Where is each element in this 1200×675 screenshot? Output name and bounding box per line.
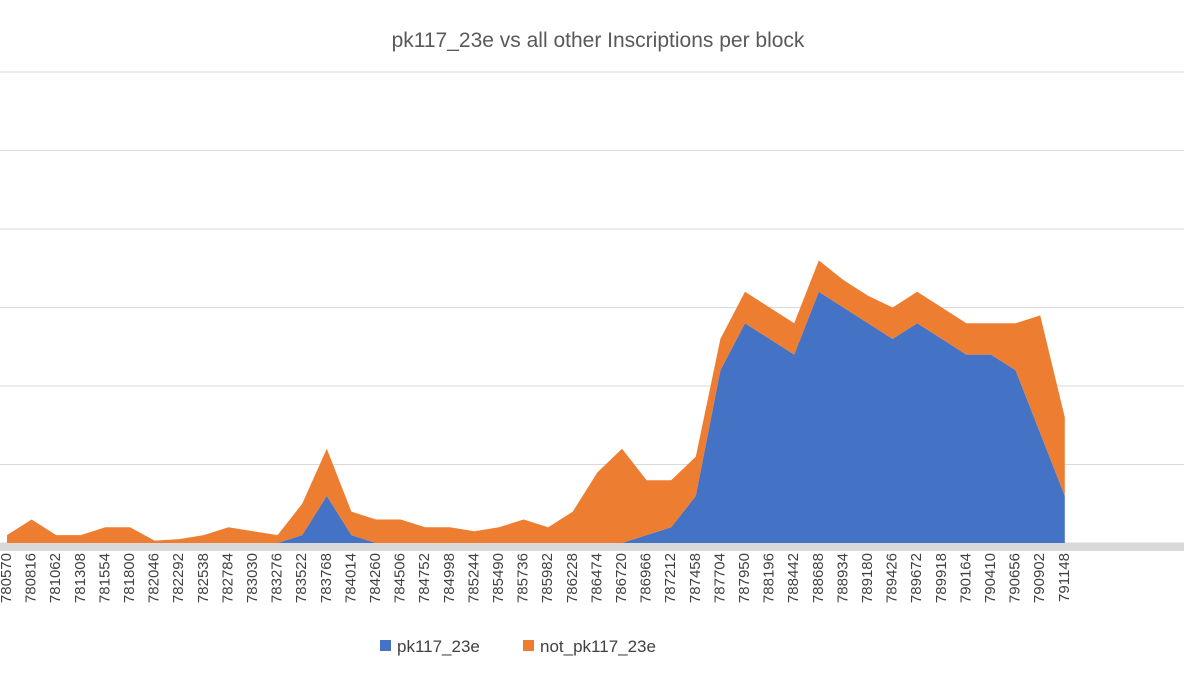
x-tick-label: 790656	[1007, 553, 1024, 603]
x-tick-label: 789426	[884, 553, 901, 603]
x-tick-label: 782538	[195, 553, 212, 603]
plot-area	[7, 260, 1065, 543]
x-axis: 780570 780816 781062 781308 781554 781800 7820…	[0, 553, 1073, 603]
x-tick-label: 780570	[0, 553, 15, 603]
x-tick-label: 784998	[441, 553, 458, 603]
chart-title: pk117_23e vs all other Inscriptions per …	[392, 29, 805, 52]
x-tick-label: 786720	[613, 553, 630, 603]
x-tick-label: 783768	[318, 553, 335, 603]
x-tick-label: 791148	[1056, 553, 1073, 602]
x-tick-label: 787458	[687, 553, 704, 603]
x-tick-label: 782292	[170, 553, 187, 603]
legend-label-not-pk117-23e: not_pk117_23e	[540, 637, 656, 656]
x-tick-label: 781800	[121, 553, 138, 603]
x-tick-label: 787212	[662, 553, 679, 603]
grid	[0, 71, 1184, 544]
x-tick-label: 784260	[367, 553, 384, 603]
x-tick-label: 786966	[638, 553, 655, 603]
x-tick-label: 789180	[859, 553, 876, 603]
x-tick-label: 783276	[269, 553, 286, 603]
series-area-pk117-23e	[7, 291, 1065, 543]
x-tick-label: 790902	[1031, 553, 1048, 603]
x-tick-label: 784752	[416, 553, 433, 603]
x-tick-label: 781308	[72, 553, 89, 603]
x-tick-label: 787950	[736, 553, 753, 603]
x-tick-label: 781062	[47, 553, 64, 603]
legend-label-pk117-23e: pk117_23e	[397, 637, 480, 656]
x-tick-label: 783522	[293, 553, 310, 603]
x-tick-label: 785982	[539, 553, 556, 603]
x-tick-label: 788442	[785, 553, 802, 603]
x-axis-band	[0, 543, 1184, 551]
x-tick-label: 789672	[908, 553, 925, 603]
x-tick-label: 784506	[392, 553, 409, 603]
x-tick-label: 788934	[834, 553, 851, 603]
legend-swatch-pk117-23e	[380, 640, 391, 651]
x-tick-label: 785490	[490, 553, 507, 603]
x-tick-label: 786474	[588, 553, 605, 603]
x-tick-label: 789918	[933, 553, 950, 603]
x-tick-label: 790164	[957, 553, 974, 603]
x-tick-label: 780816	[23, 553, 40, 603]
legend: pk117_23e not_pk117_23e	[380, 637, 656, 656]
x-tick-label: 785736	[515, 553, 532, 603]
x-tick-label: 788196	[761, 553, 778, 603]
series-area-not-pk117-23e	[7, 260, 1065, 543]
x-tick-label: 788688	[810, 553, 827, 603]
x-tick-label: 786228	[564, 553, 581, 603]
x-tick-label: 781554	[96, 553, 113, 603]
x-tick-label: 784014	[342, 553, 359, 603]
x-tick-label: 787704	[711, 553, 728, 603]
legend-swatch-not-pk117-23e	[523, 640, 534, 651]
x-tick-label: 785244	[465, 553, 482, 603]
x-tick-label: 783030	[244, 553, 261, 603]
x-tick-label: 782784	[219, 553, 236, 603]
x-tick-label: 782046	[146, 553, 163, 603]
x-tick-label: 790410	[982, 553, 999, 603]
